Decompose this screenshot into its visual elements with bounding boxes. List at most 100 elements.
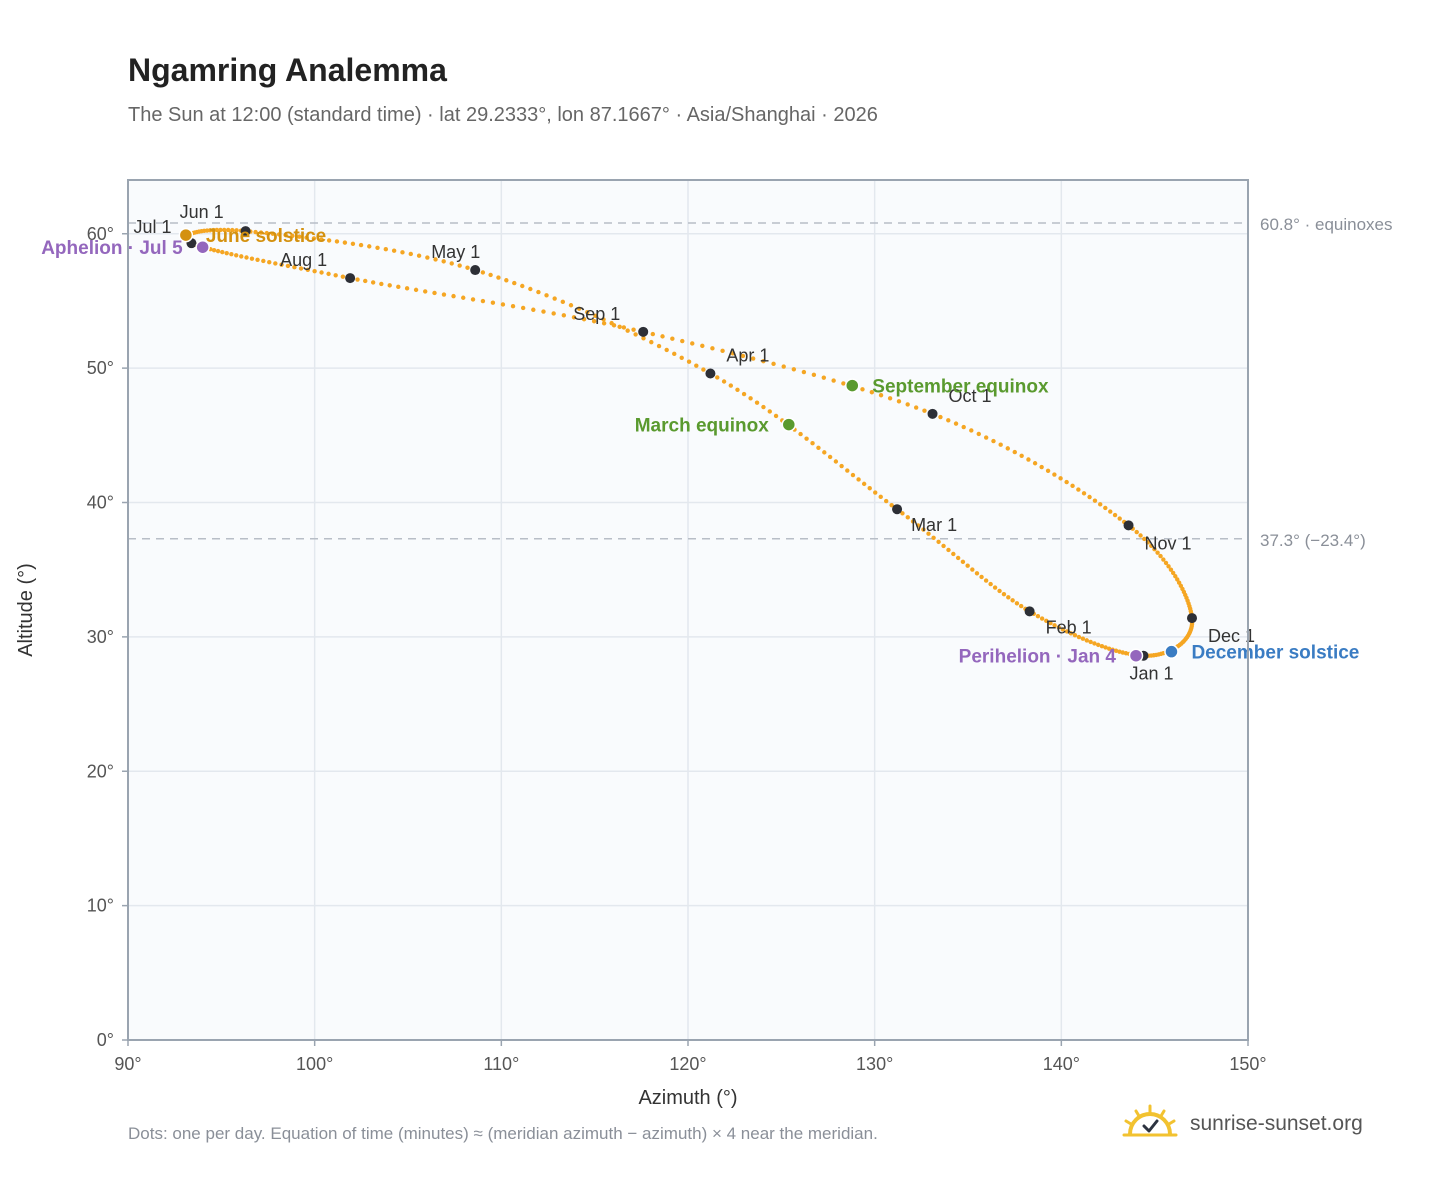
daily-sun-dot (804, 436, 809, 441)
daily-sun-dot (860, 387, 865, 392)
daily-sun-dot (946, 547, 951, 553)
month-marker (927, 408, 938, 419)
daily-sun-dot (822, 450, 827, 455)
month-label: Nov 1 (1145, 533, 1192, 553)
month-marker (638, 326, 649, 337)
daily-sun-dot (1060, 627, 1066, 632)
daily-sun-dot (1039, 464, 1044, 470)
daily-sun-dot (504, 278, 509, 283)
daily-sun-dot (694, 363, 699, 368)
daily-sun-dot (560, 299, 566, 305)
daily-sun-dot (1145, 540, 1151, 545)
daily-sun-dot (536, 289, 541, 295)
daily-sun-dot (896, 399, 902, 404)
daily-sun-dot (273, 261, 278, 266)
daily-sun-dot (1163, 560, 1169, 566)
daily-sun-dot (1072, 633, 1078, 638)
daily-sun-dot (1113, 648, 1119, 653)
brand-text: sunrise-sunset.org (1190, 1112, 1363, 1135)
daily-sun-dot (1070, 483, 1075, 489)
daily-sun-dot (441, 259, 446, 264)
x-tick-label: 90° (114, 1054, 141, 1074)
daily-sun-dot (239, 254, 244, 259)
month-label: Oct 1 (949, 386, 992, 406)
event-marker (845, 378, 860, 393)
daily-sun-dot (1001, 591, 1007, 597)
daily-sun-dot (621, 325, 627, 330)
daily-sun-dot (720, 348, 725, 354)
y-tick-label: 40° (87, 493, 114, 513)
daily-sun-dot (1064, 479, 1069, 485)
daily-sun-dot (1175, 577, 1180, 582)
brand-logo[interactable]: sunrise-sunset.org (1122, 1104, 1363, 1144)
daily-sun-dot (1045, 468, 1051, 473)
daily-sun-dot (363, 278, 368, 284)
event-marker (178, 227, 194, 243)
daily-sun-dot (833, 459, 839, 464)
daily-sun-dot (631, 327, 636, 332)
daily-sun-dot (1026, 457, 1031, 462)
sun-logo-icon (1122, 1104, 1178, 1137)
daily-sun-dot (601, 317, 606, 322)
event-label: March equinox (635, 416, 770, 437)
daily-sun-dot (938, 414, 943, 420)
daily-sun-dot (672, 351, 677, 357)
daily-sun-dot (946, 418, 951, 423)
footnote: Dots: one per day. Equation of time (min… (128, 1124, 878, 1143)
daily-sun-dot (974, 571, 980, 576)
daily-sun-dot (617, 324, 622, 330)
daily-sun-dot (740, 353, 746, 359)
daily-sun-dot (781, 364, 786, 369)
daily-sun-dot (649, 339, 654, 345)
daily-sun-dot (970, 567, 975, 572)
daily-sun-dot (710, 346, 715, 351)
daily-sun-dot (953, 421, 959, 426)
daily-sun-dot (922, 408, 927, 413)
month-marker (705, 368, 716, 379)
daily-sun-dot (656, 343, 662, 349)
daily-sun-dot (441, 292, 447, 297)
month-markers: Jan 1 Feb 1 Mar 1 Apr 1 May 1 Jun 1 Jul 1 Aug 1… (133, 202, 1255, 684)
daily-sun-dot (878, 393, 884, 398)
daily-sun-dot (520, 305, 526, 311)
daily-sun-dot (276, 232, 282, 237)
daily-sun-dot (931, 535, 936, 540)
daily-sun-dot (375, 245, 380, 250)
daily-sun-dot (1103, 505, 1108, 511)
daily-sun-dot (593, 313, 598, 319)
daily-sun-dot (449, 261, 454, 266)
month-label: Aug 1 (280, 250, 327, 270)
daily-sun-dot (396, 284, 401, 290)
daily-sun-dot (1134, 529, 1139, 535)
month-label: May 1 (431, 242, 480, 262)
event-markers: March equinox June solstice September equi… (41, 226, 1359, 668)
daily-sun-dot (500, 302, 506, 307)
daily-sun-dot (1019, 453, 1024, 458)
daily-sun-dot (721, 379, 727, 384)
daily-sun-dot (878, 494, 883, 500)
daily-sun-dot (680, 338, 685, 344)
daily-sun-dot (510, 303, 516, 309)
month-marker (1024, 606, 1035, 617)
daily-sun-dot (1032, 461, 1038, 466)
daily-sun-dot (1087, 494, 1092, 500)
x-tick-label: 100° (296, 1054, 333, 1074)
daily-sun-dot (255, 257, 260, 263)
axis-ticks: 90° 100° 110° 120° 130° 140° 150° 0° 10° 20° 30° 40… (87, 224, 1267, 1074)
daily-sun-dot (997, 588, 1002, 594)
daily-sun-dot (850, 472, 856, 478)
event-label: June solstice (206, 226, 326, 247)
daily-sun-dot (761, 358, 766, 364)
daily-sun-dot (701, 367, 706, 372)
daily-sun-dot (319, 237, 324, 242)
daily-sun-dot (585, 310, 590, 315)
daily-sun-dot (1098, 502, 1103, 507)
daily-sun-dot (350, 241, 356, 247)
daily-sun-dot (400, 250, 405, 255)
daily-sun-dot (249, 256, 255, 261)
month-marker (345, 273, 356, 284)
daily-sun-dot (641, 336, 646, 341)
daily-sun-dot (214, 227, 220, 233)
daily-sun-dot (841, 381, 846, 386)
daily-sun-dot (1117, 516, 1122, 521)
